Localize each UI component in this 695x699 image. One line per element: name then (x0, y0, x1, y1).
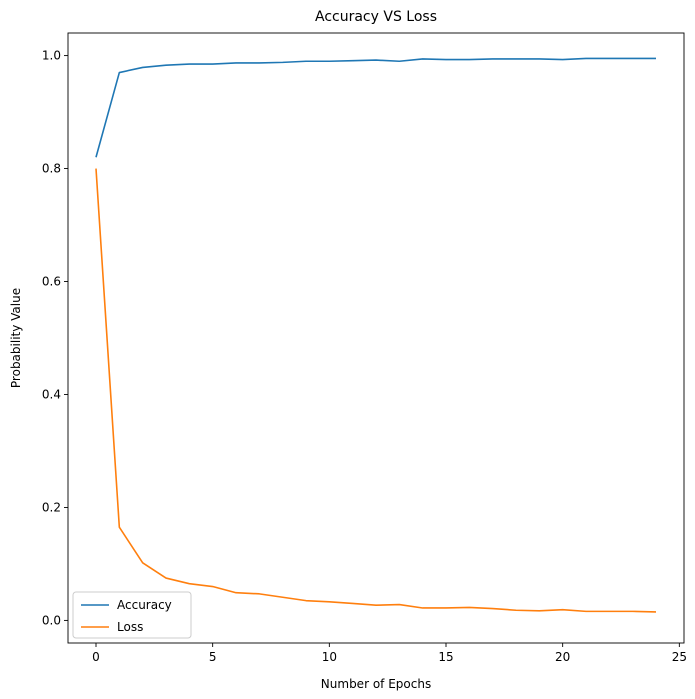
legend: Accuracy Loss (72, 591, 192, 639)
y-tick-label: 0.0 (42, 613, 61, 627)
y-tick-label: 0.6 (42, 275, 61, 289)
legend-label-loss: Loss (117, 620, 143, 634)
series-line-loss (95, 168, 657, 613)
x-tick-label: 25 (672, 650, 687, 664)
chart-title: Accuracy VS Loss (315, 9, 437, 25)
y-tick-label: 0.2 (42, 500, 61, 514)
x-tick-label: 15 (438, 650, 453, 664)
y-tick-label: 1.0 (42, 49, 61, 63)
axes: 0 5 10 15 20 25 0.0 0.2 0.4 0.6 0.8 1.0 (42, 32, 687, 664)
x-tick-label: 5 (209, 650, 217, 664)
y-axis-label: Probability Value (9, 288, 23, 388)
plot-area (95, 57, 657, 613)
plot-frame (67, 32, 685, 644)
legend-label-accuracy: Accuracy (117, 598, 172, 612)
x-tick-label: 10 (322, 650, 337, 664)
series-line-accuracy (95, 57, 656, 158)
x-axis-label: Number of Epochs (321, 677, 431, 691)
x-tick-label: 20 (555, 650, 570, 664)
y-tick-label: 0.4 (42, 387, 61, 401)
y-tick-label: 0.8 (42, 162, 61, 176)
x-tick-label: 0 (92, 650, 100, 664)
